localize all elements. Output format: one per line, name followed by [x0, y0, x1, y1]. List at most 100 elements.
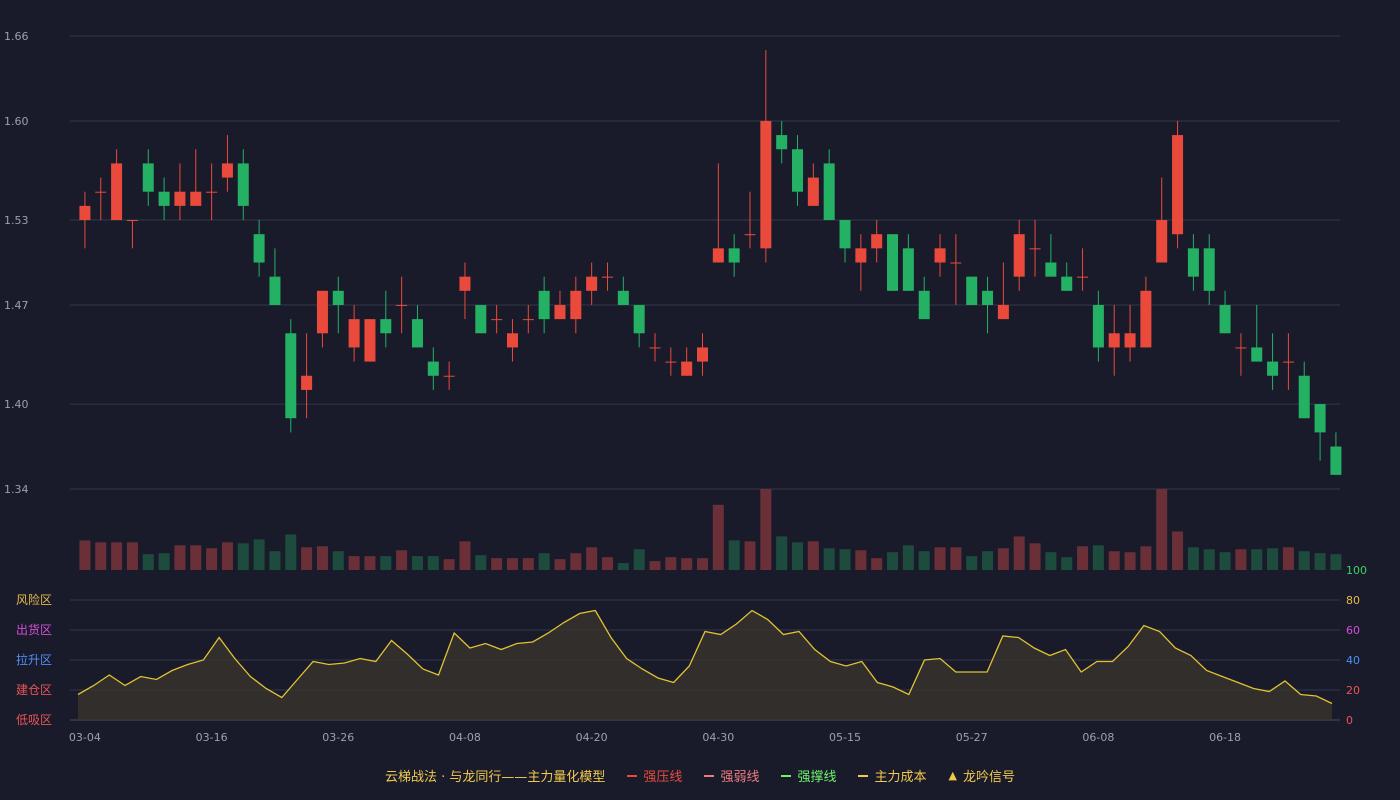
dashed-line-icon [704, 774, 715, 777]
candle-body [649, 347, 661, 349]
candle-body [744, 234, 756, 236]
candle [1124, 304, 1136, 362]
candle [696, 333, 708, 376]
legend-label: 主力成本 [874, 770, 927, 785]
candle-body [1172, 135, 1184, 235]
osc-tick-label: 100 [1346, 564, 1367, 577]
candle [1140, 276, 1152, 348]
date-tick-label: 06-08 [1082, 731, 1114, 744]
candle-body [617, 290, 629, 305]
legend-item-strong-pressure[interactable]: 强压线 [627, 766, 682, 785]
legend-item-main-cost[interactable]: 主力成本 [858, 766, 926, 785]
candle [301, 333, 313, 419]
candle [982, 276, 994, 334]
volume-bar [111, 542, 123, 570]
candle-body [269, 276, 281, 305]
candle-body [364, 319, 376, 362]
volume-bar [1203, 549, 1215, 570]
candle-body [887, 234, 899, 291]
volume-bar [1267, 548, 1279, 570]
price-tick-label: 1.53 [4, 214, 29, 227]
legend-label: 强弱线 [720, 770, 760, 785]
candle [649, 333, 661, 362]
candle-body [459, 276, 471, 291]
legend-item-strength-line[interactable]: 强弱线 [704, 766, 759, 785]
candle [997, 262, 1009, 320]
candle-body [443, 375, 455, 377]
candle-body [190, 191, 202, 206]
zone-label: 建仓区 [16, 683, 52, 697]
candle [269, 248, 281, 305]
candle [1029, 220, 1041, 277]
date-tick-label: 03-26 [322, 731, 354, 744]
price-axis: 1.34 1.40 1.47 1.53 1.60 1.66 [4, 30, 29, 496]
volume-bar [586, 547, 598, 570]
legend-item-strong-support[interactable]: 强撑线 [781, 766, 836, 785]
volume-bar [744, 541, 756, 570]
candle [364, 319, 376, 362]
candle-body [348, 319, 360, 348]
candle-body [918, 290, 930, 320]
volume-bar [427, 556, 439, 570]
volume-bar [1219, 552, 1231, 570]
candle-body [285, 333, 297, 419]
candle-body [1314, 404, 1326, 433]
volume-bar [411, 556, 423, 570]
volume-bar [269, 551, 281, 570]
volume-bar [475, 555, 487, 570]
volume-bar [491, 558, 503, 570]
osc-tick-label: 60 [1346, 624, 1360, 637]
candle-body [1092, 304, 1104, 348]
candle [1251, 304, 1263, 362]
zone-label: 低吸区 [16, 713, 52, 727]
candle-body [601, 276, 613, 278]
volume-bar [823, 548, 835, 570]
candle-body [855, 248, 867, 263]
candle-body [506, 333, 518, 348]
candle [633, 304, 645, 348]
volume-bar [459, 541, 471, 570]
volume-bar [522, 558, 534, 570]
candle-body [538, 290, 550, 320]
candle [190, 149, 202, 206]
volume-bar [1140, 546, 1152, 570]
candle-body [253, 234, 265, 263]
volume-bar [918, 551, 930, 570]
volume-bar [712, 504, 724, 570]
volume-bar [396, 550, 408, 570]
candle [728, 234, 740, 277]
candle [221, 135, 233, 192]
candle-body [142, 163, 154, 192]
volume-bar [348, 556, 360, 570]
candle [206, 163, 218, 221]
candle-body [427, 361, 439, 376]
candle-body [696, 347, 708, 362]
candle [1219, 290, 1231, 334]
candle-body [1267, 361, 1279, 376]
volume-bar [871, 558, 883, 570]
candle-body [665, 361, 677, 363]
volume-bar [1061, 557, 1073, 570]
solid-line-icon [781, 774, 792, 777]
candle-body [1298, 375, 1310, 419]
candle [807, 163, 819, 206]
volume-bar [1077, 546, 1089, 570]
candle-body [111, 163, 123, 221]
legend-item-dragon-signal[interactable]: ▲ 龙吟信号 [948, 766, 1014, 785]
candle [538, 276, 550, 334]
candle [839, 220, 851, 263]
candle [1172, 120, 1184, 249]
date-tick-label: 05-27 [956, 731, 988, 744]
candle-body [1219, 304, 1231, 334]
volume-bar [1045, 552, 1057, 570]
volume-bar [285, 534, 297, 570]
volume-bar [538, 553, 550, 570]
candle-body [997, 304, 1009, 320]
volume-bar [206, 548, 218, 570]
date-tick-label: 04-30 [702, 731, 734, 744]
candle [396, 276, 408, 334]
volume-bar [174, 545, 186, 570]
candle [823, 149, 835, 221]
candle-body [1330, 446, 1342, 475]
candle-body [396, 304, 408, 306]
